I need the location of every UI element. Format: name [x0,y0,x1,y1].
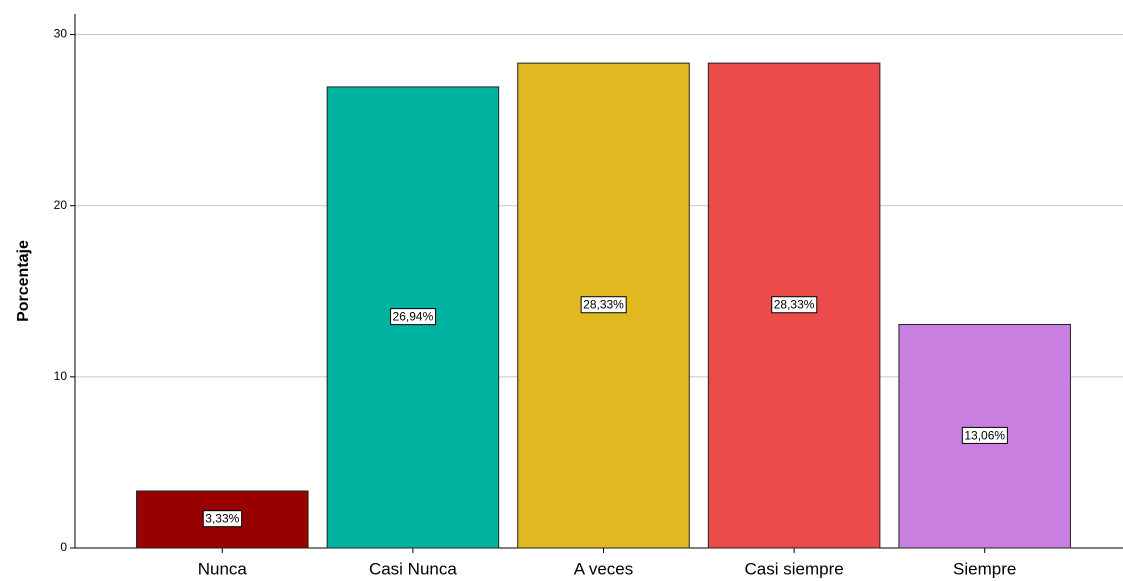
value-label: 13,06% [964,428,1005,442]
value-label: 28,33% [583,298,624,312]
value-label-box [202,510,243,528]
y-tick-label: 20 [54,198,68,212]
x-tick-label: Casi Nunca [369,559,457,578]
value-label: 26,94% [393,310,434,324]
value-label-box [961,426,1008,444]
y-axis-label: Porcentaje [15,240,32,322]
x-tick-label: Siempre [953,559,1016,578]
x-tick-label: Casi siempre [744,559,843,578]
y-tick-label: 30 [54,27,68,41]
y-tick-label: 0 [60,540,67,554]
value-label: 28,33% [774,298,815,312]
x-tick-label: A veces [574,559,634,578]
value-label-box [390,308,437,326]
value-label-box [771,296,818,314]
x-tick-label: Nunca [198,559,248,578]
value-label-box [580,296,627,314]
y-tick-label: 10 [54,369,68,383]
value-label: 3,33% [205,512,239,526]
